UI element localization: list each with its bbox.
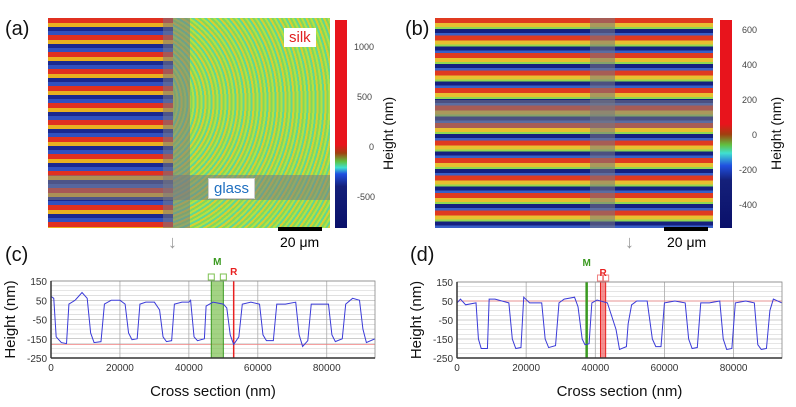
- y-tick-label: -250: [27, 354, 47, 365]
- marker-handle: [219, 273, 227, 281]
- colorbar-b-tick: -200: [739, 165, 758, 175]
- y-tick-label: 50: [36, 296, 48, 307]
- colorbar-a-title: Height (nm): [380, 96, 396, 170]
- y-tick-label: -50: [439, 316, 454, 327]
- x-tick-label: 0: [48, 363, 54, 374]
- y-tick-label: -250: [433, 354, 453, 365]
- arrow-down-icon: ↓: [625, 232, 634, 252]
- marker-label-R: R: [230, 267, 238, 278]
- horizontal-selection-band: [48, 175, 330, 200]
- y-tick-label: 150: [436, 278, 453, 289]
- y-tick-label: 150: [30, 277, 47, 288]
- colorbar-a-tick: -500: [357, 192, 376, 202]
- afm-image-b: [435, 18, 713, 228]
- colorbar-b-tick: 400: [742, 60, 758, 70]
- annotation-glass: glass: [208, 178, 256, 199]
- panel-label-d: (d): [410, 244, 435, 266]
- scale-label-a: 20 μm: [280, 234, 320, 250]
- profile-chart-c: 0 20000 40000 60000 80000 150 50 -50 -150 -250 MR C…: [2, 257, 376, 400]
- colorbar-b: [720, 20, 732, 228]
- x-axis-label: Cross section (nm): [150, 383, 276, 400]
- x-tick-label: 20000: [512, 363, 540, 374]
- marker-handle: [207, 273, 215, 281]
- x-axis-label: Cross section (nm): [557, 383, 683, 400]
- colorbar-a-tick: 500: [357, 92, 373, 102]
- scale-bar-a: [278, 227, 322, 231]
- profile-chart-d: 0 20000 40000 60000 80000 150 50 -50 -150 -250 MR C…: [408, 258, 783, 400]
- x-tick-label: 40000: [581, 363, 609, 374]
- y-tick-label: -150: [27, 335, 47, 346]
- colorbar-a: [335, 20, 347, 228]
- x-tick-label: 0: [454, 363, 460, 374]
- panel-label-c: (c): [5, 244, 29, 266]
- profile-line: [456, 296, 783, 351]
- panel-label-b: (b): [405, 18, 430, 40]
- y-tick-label: -150: [433, 335, 453, 346]
- x-tick-label: 60000: [651, 363, 679, 374]
- horizontal-selection-band: [435, 100, 713, 128]
- y-axis-label: Height (nm): [2, 280, 19, 358]
- y-tick-label: 50: [442, 297, 454, 308]
- marker-label-R: R: [599, 268, 607, 279]
- scale-bar-b: [664, 227, 708, 231]
- x-tick-label: 80000: [720, 363, 748, 374]
- colorbar-b-tick: -400: [739, 200, 758, 210]
- annotation-silk: silk: [284, 28, 316, 47]
- colorbar-a-tick: 1000: [354, 42, 375, 52]
- marker-band-R: [599, 281, 607, 359]
- marker-label-M: M: [582, 258, 590, 269]
- x-tick-label: 60000: [244, 363, 272, 374]
- marker-band-M: [210, 280, 224, 359]
- arrow-down-icon: ↓: [168, 232, 177, 252]
- x-tick-label: 20000: [106, 363, 134, 374]
- colorbar-b-title: Height (nm): [768, 96, 784, 170]
- marker-handle: [596, 274, 604, 282]
- y-axis-label: Height (nm): [408, 281, 425, 359]
- profile-line: [50, 291, 376, 348]
- marker-handle: [602, 274, 610, 282]
- marker-label-M: M: [213, 257, 221, 268]
- colorbar-b-tick: 200: [742, 95, 758, 105]
- scale-label-b: 20 μm: [667, 234, 707, 250]
- x-tick-label: 80000: [313, 363, 341, 374]
- x-tick-label: 40000: [175, 363, 203, 374]
- y-tick-label: -50: [33, 316, 48, 327]
- colorbar-b-tick: 600: [742, 25, 758, 35]
- panel-label-a: (a): [5, 18, 30, 40]
- afm-image-a: [48, 18, 330, 228]
- colorbar-a-tick: 0: [369, 142, 375, 152]
- colorbar-b-tick: 0: [752, 130, 758, 140]
